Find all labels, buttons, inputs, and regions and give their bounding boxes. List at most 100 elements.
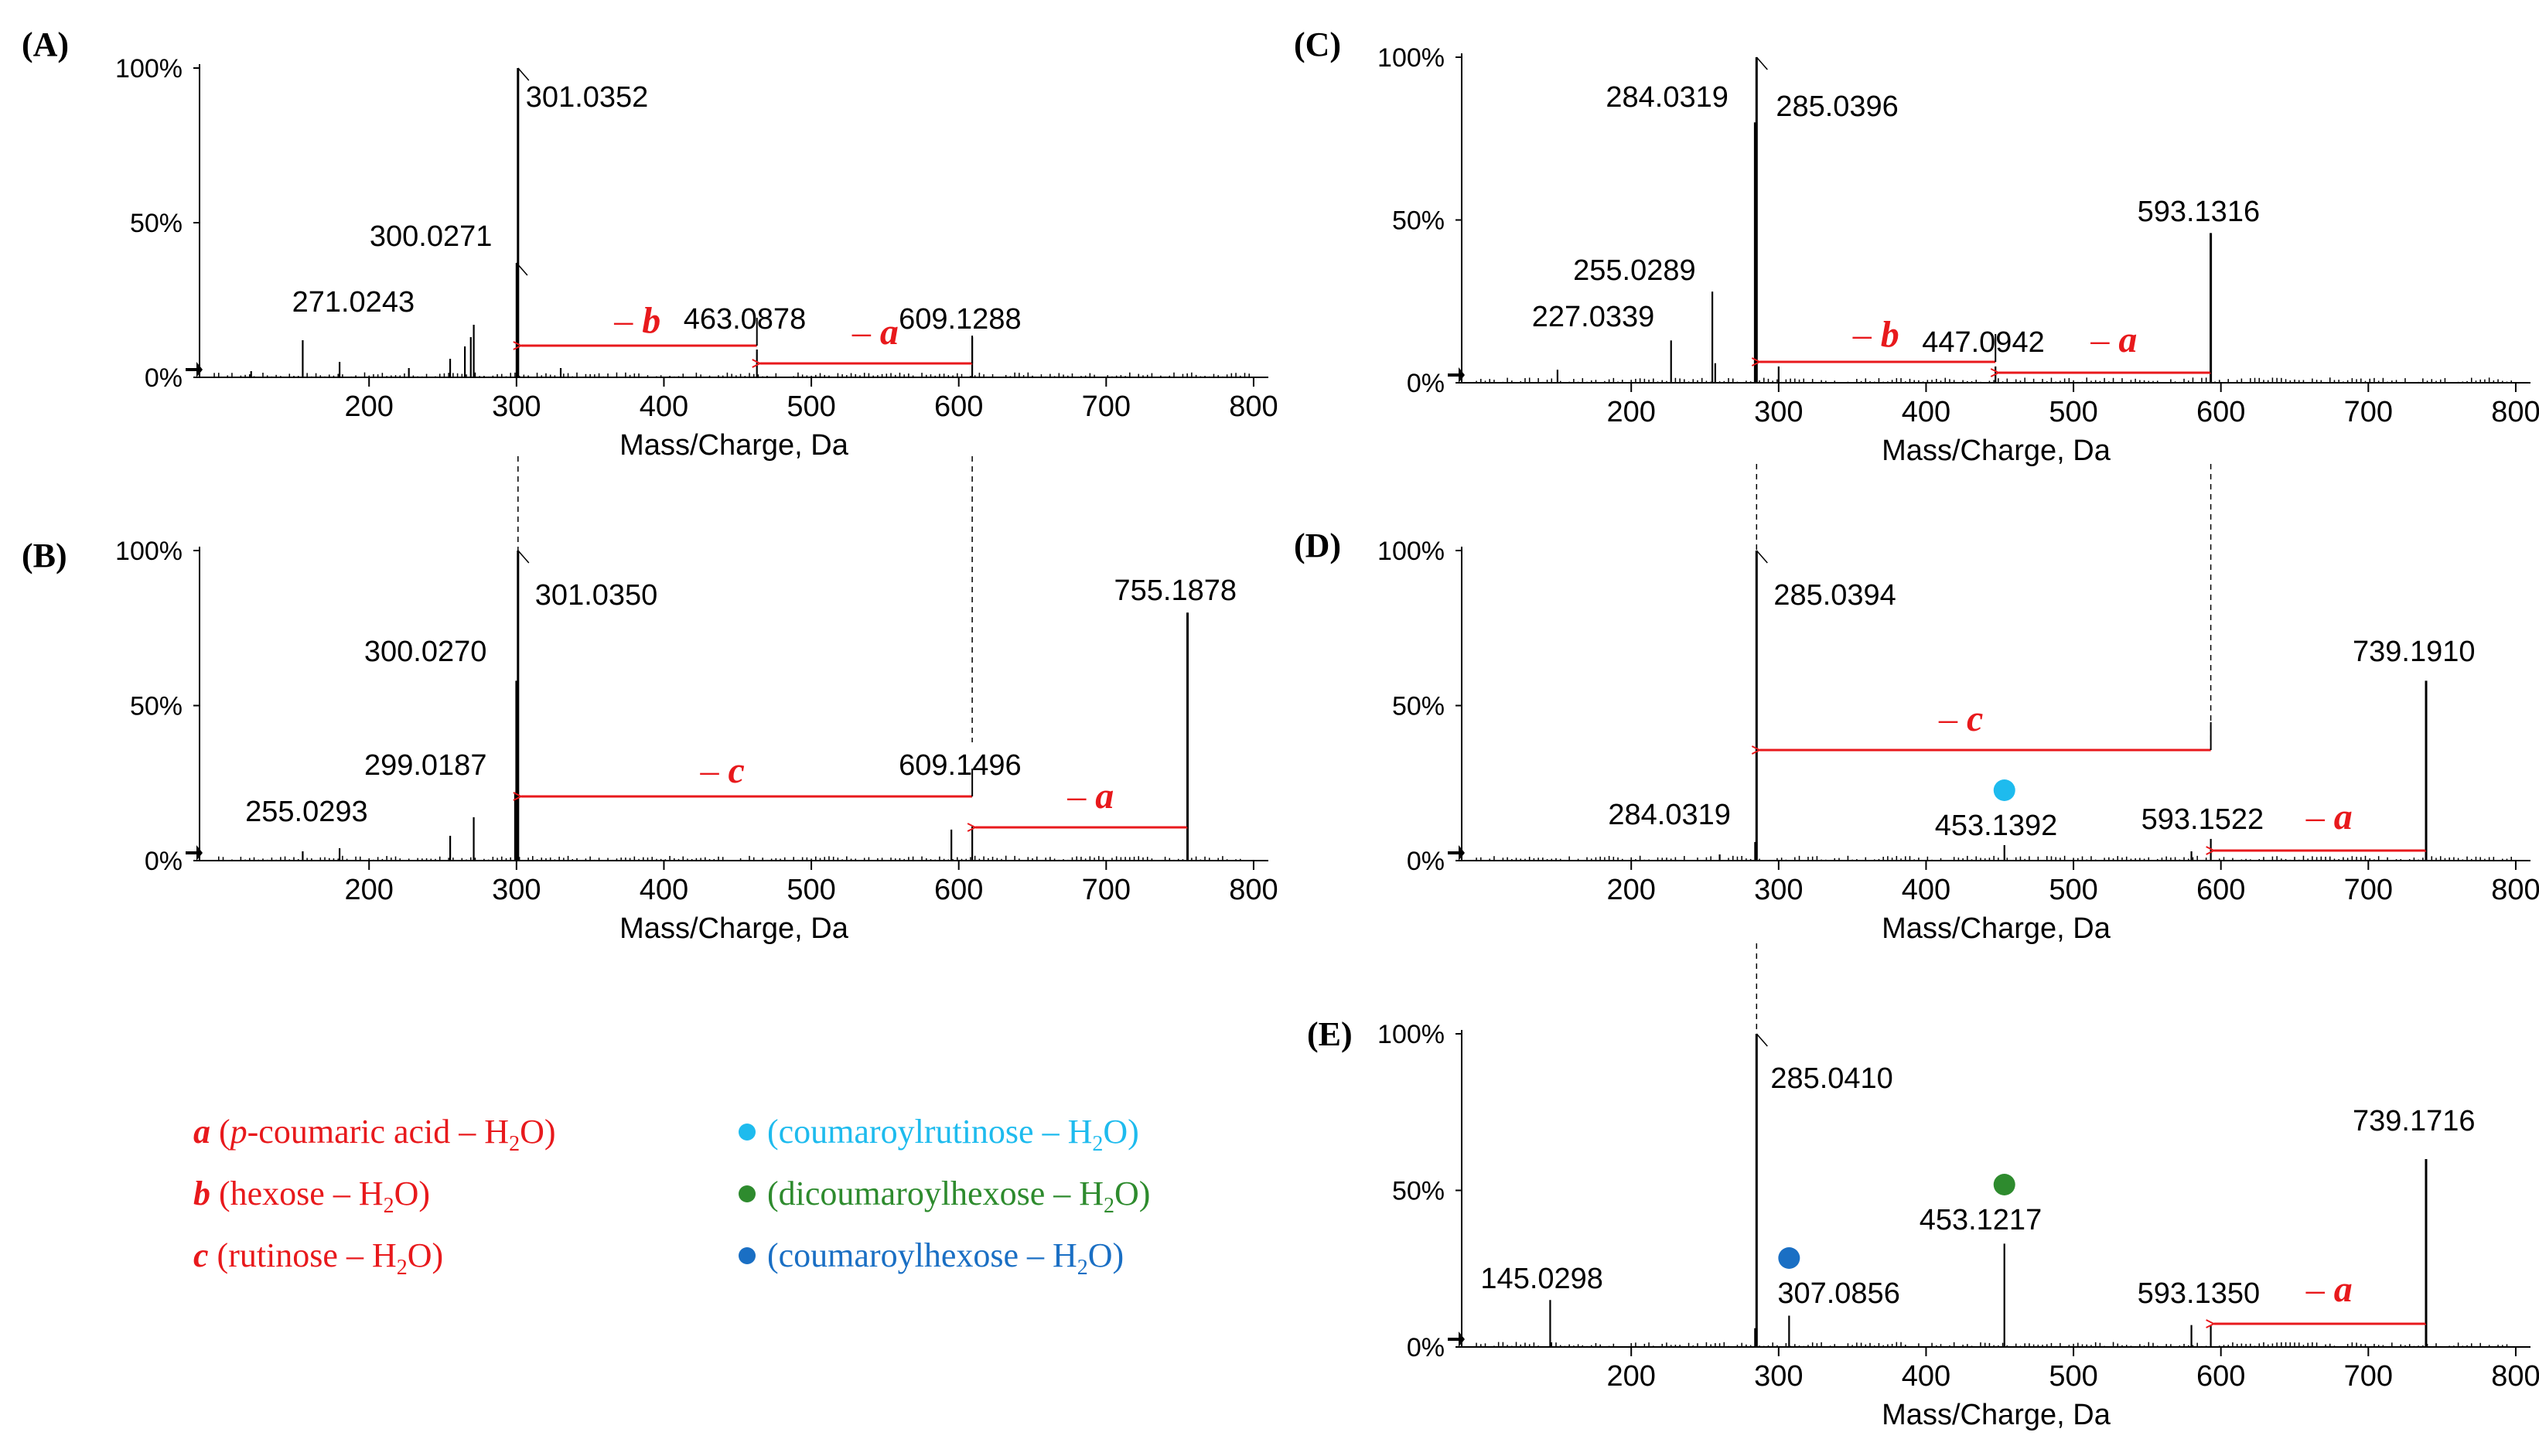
x-tick-label: 500 <box>2049 396 2097 428</box>
peak-label: 447.0942 <box>1922 326 2045 359</box>
legend-text: (coumaroylhexose – H <box>767 1236 1077 1274</box>
loss-minus: – <box>699 750 728 791</box>
peak-label: 284.0319 <box>1608 799 1731 831</box>
peak-label: 301.0352 <box>526 81 649 114</box>
x-tick-label: 800 <box>2491 1360 2539 1393</box>
legend-loss-item: b (hexose – H2O) <box>193 1175 430 1218</box>
x-tick-label: 400 <box>1902 874 1950 906</box>
peak-label: 463.0878 <box>684 303 807 336</box>
peak-marker-dot <box>1778 1247 1800 1269</box>
loss-minus: – <box>1066 776 1095 817</box>
legend-text: O) <box>1103 1113 1138 1151</box>
y-tick-label: 0% <box>1407 369 1445 398</box>
peak-label: 739.1910 <box>2353 636 2476 668</box>
x-tick-label: 700 <box>1082 390 1131 423</box>
x-tick-label: 600 <box>2196 874 2245 906</box>
y-tick-label: 0% <box>1407 1333 1445 1362</box>
loss-minus: – <box>1938 698 1967 739</box>
x-tick-label: 700 <box>2344 1360 2393 1393</box>
legend-text: O) <box>1114 1175 1150 1212</box>
legend-dot-icon <box>739 1124 756 1141</box>
panel-b: (B) 0% 50% 100% 200 300 400 500 600 700 800 Mass/Ch… <box>22 537 1278 945</box>
peak-label: 284.0319 <box>1606 81 1728 114</box>
legend-dot-icon <box>739 1185 756 1202</box>
legend-text: ( <box>219 1175 230 1212</box>
legend-text: ( <box>217 1236 229 1274</box>
y-tick-label: 100% <box>115 537 183 566</box>
peak-marker-dot <box>1993 779 2015 801</box>
baseline-pointer-icon <box>1448 845 1465 861</box>
panel-label: (B) <box>22 537 67 575</box>
peak-label: 755.1878 <box>1114 575 1237 607</box>
x-tick-label: 500 <box>2049 874 2097 906</box>
peak-label: 227.0339 <box>1532 301 1655 333</box>
legend-subscript: 2 <box>1077 1256 1088 1280</box>
y-tick-label: 100% <box>1377 43 1445 73</box>
loss-minus: – <box>2305 796 2334 837</box>
peak-label: 285.0394 <box>1773 579 1896 612</box>
peak-label: 255.0289 <box>1573 254 1696 287</box>
legend-text: (coumaroylrutinose – H <box>767 1113 1092 1151</box>
legend-letter: c <box>193 1236 217 1274</box>
panel-c: (C) 0% 50% 100% 200 300 400 500 600 700 800 Mass/Ch… <box>1294 26 2539 467</box>
loss-label: – a <box>2305 796 2353 837</box>
x-tick-label: 500 <box>787 874 835 906</box>
x-tick-label: 600 <box>934 390 983 423</box>
loss-label: – b <box>613 300 660 341</box>
x-tick-label: 300 <box>492 390 541 423</box>
x-tick-label: 700 <box>2344 874 2393 906</box>
loss-label: – c <box>1938 698 1983 739</box>
loss-letter: b <box>1881 314 1899 355</box>
legend-dot-icon <box>739 1247 756 1264</box>
peak-label: 307.0856 <box>1777 1277 1900 1310</box>
peak-label: 300.0270 <box>364 636 487 668</box>
loss-letter: c <box>1967 698 1983 739</box>
panel-label: (D) <box>1294 527 1341 564</box>
panel-connectors <box>517 456 2212 1034</box>
label-leader <box>516 262 528 276</box>
loss-label: – a <box>2305 1269 2353 1310</box>
peak-label: 609.1496 <box>899 749 1022 782</box>
legend-subscript: 2 <box>509 1132 520 1156</box>
loss-minus: – <box>1852 314 1881 355</box>
y-tick-label: 50% <box>130 209 183 238</box>
legend-loss-item: a (p-coumaric acid – H2O) <box>193 1113 556 1156</box>
x-tick-label: 500 <box>2049 1360 2097 1393</box>
peak-label: 299.0187 <box>364 749 487 782</box>
legend-marker-item: (dicoumaroylhexose – H2O) <box>767 1175 1150 1218</box>
x-tick-label: 400 <box>1902 1360 1950 1393</box>
legend-subscript: 2 <box>384 1194 394 1218</box>
panel-label: (A) <box>22 26 69 63</box>
x-tick-label: 200 <box>1607 396 1656 428</box>
legend-text: O) <box>520 1113 555 1151</box>
x-tick-label: 300 <box>1754 396 1803 428</box>
panel-e: (E) 0% 50% 100% 200 300 400 500 600 700 800 Mass/Ch… <box>1307 1015 2539 1431</box>
x-axis-label: Mass/Charge, Da <box>619 429 849 462</box>
peak-label: 593.1350 <box>2138 1277 2261 1310</box>
peak-marker-dot <box>1993 1174 2015 1195</box>
legend-subscript: 2 <box>397 1256 408 1280</box>
legend-text: hexose – H <box>230 1175 384 1212</box>
x-tick-label: 600 <box>934 874 983 906</box>
label-leader <box>1756 56 1768 70</box>
spectra-panels: (A) 0% 50% 100% 200 300 400 500 600 700 800 Mass/Ch… <box>22 26 2539 1431</box>
legend-text: O) <box>1088 1236 1124 1274</box>
y-tick-label: 0% <box>145 847 183 876</box>
legend-subscript: 2 <box>1104 1194 1114 1218</box>
baseline-pointer-icon <box>186 845 203 861</box>
legend-subscript: 2 <box>1092 1132 1103 1156</box>
legend-text: (dicoumaroylhexose – H <box>767 1175 1104 1212</box>
loss-letter: b <box>642 300 660 341</box>
x-tick-label: 600 <box>2196 396 2245 428</box>
x-tick-label: 200 <box>345 874 394 906</box>
x-tick-label: 600 <box>2196 1360 2245 1393</box>
baseline-pointer-icon <box>1448 367 1465 383</box>
legend-loss-item: c (rutinose – H2O) <box>193 1236 443 1280</box>
y-tick-label: 100% <box>1377 1020 1445 1049</box>
x-tick-label: 300 <box>1754 874 1803 906</box>
loss-label: – c <box>699 750 744 791</box>
x-axis-label: Mass/Charge, Da <box>619 912 849 945</box>
y-tick-label: 0% <box>1407 847 1445 876</box>
